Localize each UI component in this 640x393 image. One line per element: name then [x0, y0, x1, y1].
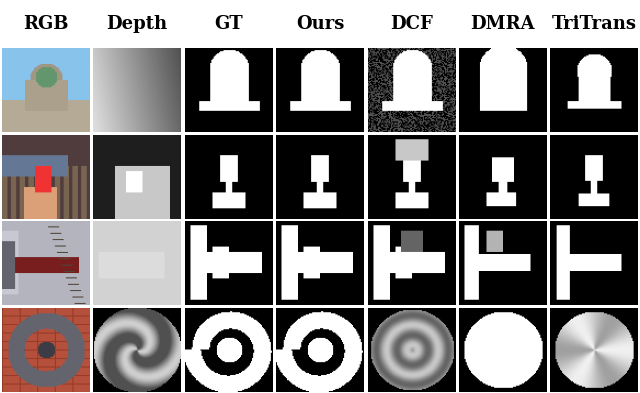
Text: Ours: Ours [296, 15, 344, 33]
Text: DMRA: DMRA [470, 15, 535, 33]
Text: RGB: RGB [23, 15, 68, 33]
Text: TriTrans: TriTrans [552, 15, 637, 33]
Text: Depth: Depth [107, 15, 168, 33]
Text: GT: GT [214, 15, 243, 33]
Text: DCF: DCF [390, 15, 433, 33]
